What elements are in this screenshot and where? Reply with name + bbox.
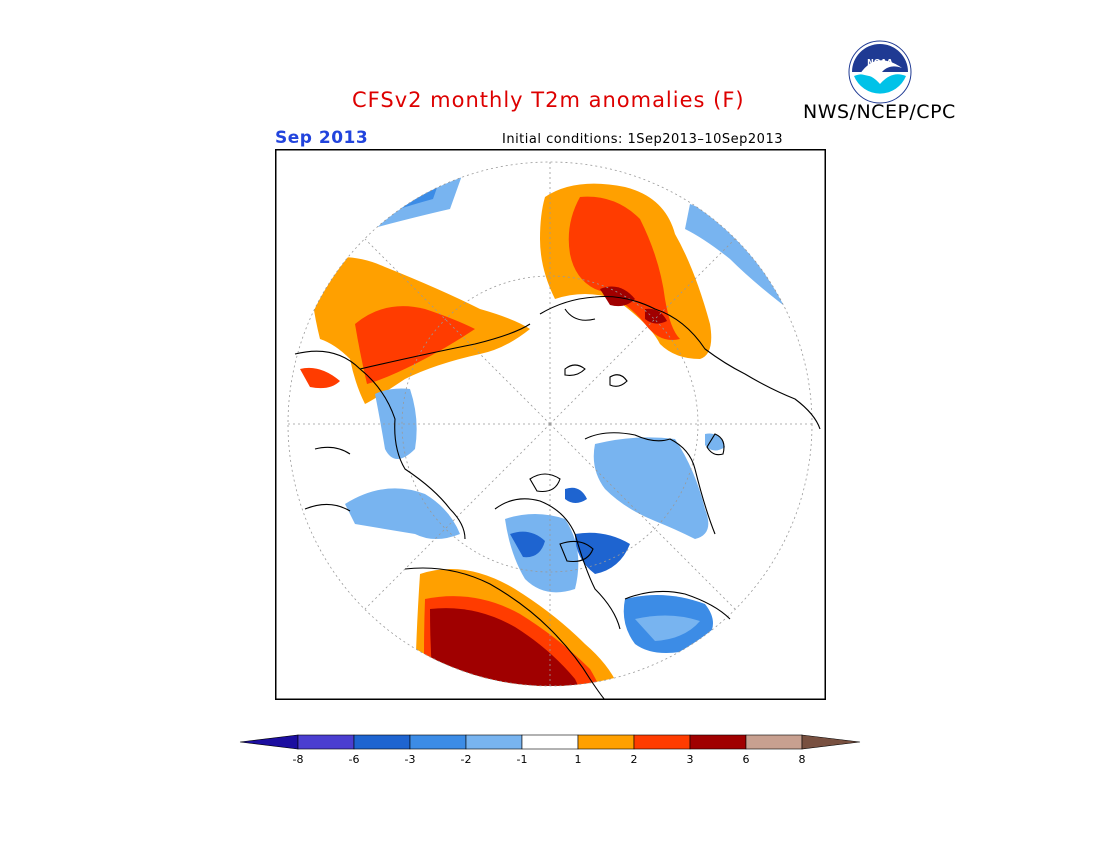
anomaly-map bbox=[275, 149, 826, 700]
colorbar-swatch bbox=[745, 734, 803, 750]
graticule bbox=[287, 161, 813, 687]
noaa-logo-text: NOAA bbox=[867, 58, 893, 67]
chart-title: CFSv2 monthly T2m anomalies (F) bbox=[352, 88, 745, 112]
colorbar-swatch bbox=[353, 734, 411, 750]
month-label: Sep 2013 bbox=[275, 128, 369, 148]
colorbar-swatch bbox=[633, 734, 691, 750]
colorbar-swatch bbox=[577, 734, 635, 750]
colorbar-swatch-low-end bbox=[239, 734, 299, 750]
colorbar-tick-label: 1 bbox=[575, 753, 582, 766]
colorbar: -8 -6 -3 -2 -1 1 2 3 6 8 bbox=[239, 734, 861, 766]
colorbar-tick-label: -1 bbox=[517, 753, 528, 766]
colorbar-tick-label: 8 bbox=[799, 753, 806, 766]
colorbar-swatch bbox=[465, 734, 523, 750]
initial-conditions-label: Initial conditions: 1Sep2013–10Sep2013 bbox=[502, 132, 783, 147]
colorbar-tick-label: -2 bbox=[461, 753, 472, 766]
colorbar-swatches bbox=[239, 734, 861, 750]
colorbar-tick-label: -3 bbox=[405, 753, 416, 766]
anomaly-region-cool-central-asia bbox=[345, 488, 460, 539]
anomaly-region-cool-canada bbox=[593, 437, 709, 539]
colorbar-tick-label: 3 bbox=[687, 753, 694, 766]
colorbar-tick-label: 2 bbox=[631, 753, 638, 766]
anomaly-region-cool-russia bbox=[375, 388, 417, 459]
colorbar-swatch-high-end bbox=[801, 734, 861, 750]
colorbar-swatch bbox=[689, 734, 747, 750]
coastlines bbox=[294, 295, 821, 700]
noaa-logo: NOAA bbox=[848, 40, 912, 104]
colorbar-swatch bbox=[297, 734, 355, 750]
anomaly-region-cool-hudson bbox=[510, 531, 545, 558]
anomaly-region-cool-greenland bbox=[705, 433, 725, 451]
colorbar-tick-label: 6 bbox=[743, 753, 750, 766]
colorbar-tick-label: -8 bbox=[293, 753, 304, 766]
agency-label: NWS/NCEP/CPC bbox=[803, 101, 956, 123]
colorbar-swatch bbox=[521, 734, 579, 750]
map-frame bbox=[275, 149, 826, 700]
colorbar-ticks: -8 -6 -3 -2 -1 1 2 3 6 8 bbox=[293, 753, 806, 766]
colorbar-swatch bbox=[409, 734, 467, 750]
anomaly-region-cool-ne bbox=[685, 204, 800, 314]
colorbar-tick-label: -6 bbox=[349, 753, 360, 766]
